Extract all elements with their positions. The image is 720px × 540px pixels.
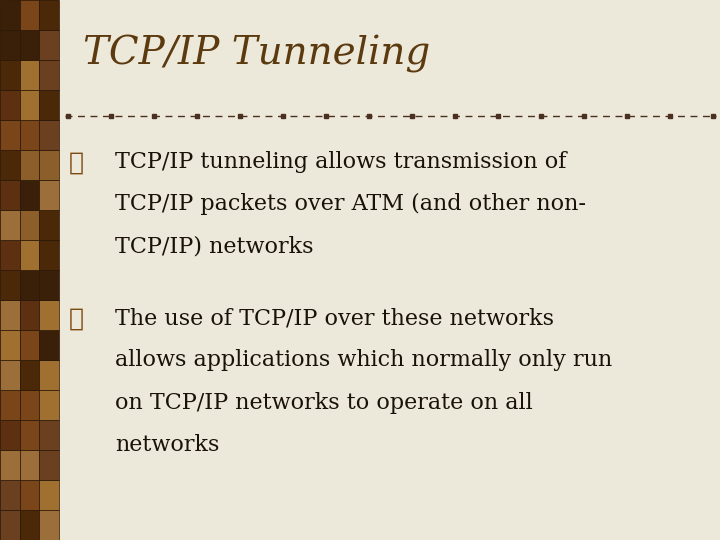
Bar <box>40 150 59 180</box>
Bar <box>40 300 59 330</box>
Bar <box>40 330 59 360</box>
Bar <box>0 270 19 300</box>
Bar <box>0 180 19 210</box>
Text: networks: networks <box>115 434 220 456</box>
Bar <box>19 300 40 330</box>
Bar <box>19 90 40 120</box>
Bar <box>40 480 59 510</box>
Bar <box>0 420 19 450</box>
Bar <box>0 480 19 510</box>
Bar <box>40 120 59 150</box>
Bar <box>19 510 40 540</box>
Bar <box>0 360 19 390</box>
Bar <box>19 330 40 360</box>
Bar <box>40 420 59 450</box>
Bar <box>19 210 40 240</box>
Bar <box>19 240 40 270</box>
Bar <box>40 450 59 480</box>
Bar <box>40 240 59 270</box>
Bar <box>40 0 59 30</box>
Bar <box>0 210 19 240</box>
Bar <box>40 270 59 300</box>
Text: TCP/IP) networks: TCP/IP) networks <box>115 235 314 258</box>
Bar <box>40 30 59 60</box>
Bar <box>40 210 59 240</box>
Bar <box>19 60 40 90</box>
Bar <box>0 390 19 420</box>
Text: TCP/IP Tunneling: TCP/IP Tunneling <box>83 35 430 73</box>
Bar <box>19 480 40 510</box>
Bar <box>19 180 40 210</box>
Bar <box>0 300 19 330</box>
Bar <box>19 420 40 450</box>
Bar <box>19 30 40 60</box>
Text: TCP/IP tunneling allows transmission of: TCP/IP tunneling allows transmission of <box>115 151 567 173</box>
Bar <box>19 150 40 180</box>
Bar <box>40 390 59 420</box>
Bar <box>0 90 19 120</box>
Bar <box>19 270 40 300</box>
Bar <box>0 60 19 90</box>
Text: The use of TCP/IP over these networks: The use of TCP/IP over these networks <box>115 307 554 329</box>
Bar <box>40 90 59 120</box>
Bar <box>0 120 19 150</box>
Bar <box>40 510 59 540</box>
Bar <box>0 150 19 180</box>
Bar <box>0 0 59 540</box>
Bar <box>0 0 19 30</box>
Bar <box>19 0 40 30</box>
Text: ✳: ✳ <box>68 307 84 330</box>
Bar <box>19 450 40 480</box>
Text: allows applications which normally only run: allows applications which normally only … <box>115 349 613 372</box>
Bar <box>19 120 40 150</box>
Text: TCP/IP packets over ATM (and other non-: TCP/IP packets over ATM (and other non- <box>115 193 586 215</box>
Bar <box>0 510 19 540</box>
Text: on TCP/IP networks to operate on all: on TCP/IP networks to operate on all <box>115 392 533 414</box>
Bar <box>0 240 19 270</box>
Bar <box>19 390 40 420</box>
Bar <box>40 60 59 90</box>
Text: ✳: ✳ <box>68 151 84 174</box>
Bar <box>0 450 19 480</box>
Bar <box>19 360 40 390</box>
Bar <box>40 180 59 210</box>
Bar <box>0 330 19 360</box>
Bar <box>0 30 19 60</box>
Bar <box>40 360 59 390</box>
